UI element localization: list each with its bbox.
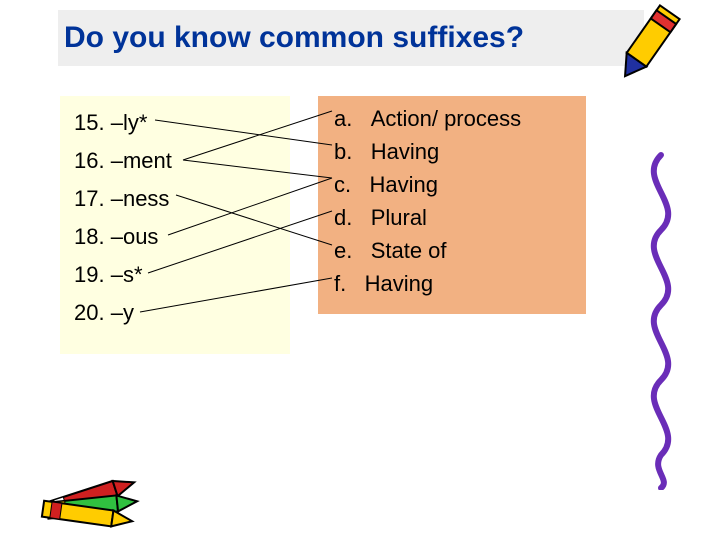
page-title: Do you know common suffixes? — [64, 21, 524, 55]
list-item: d. Plural — [328, 201, 572, 234]
list-item: e. State of — [328, 234, 572, 267]
crayons-icon — [36, 452, 186, 532]
list-item: 15. –ly* — [74, 104, 276, 142]
list-item: 17. –ness — [74, 180, 276, 218]
list-item: 20. –y — [74, 294, 276, 332]
list-item: c. Having — [328, 168, 572, 201]
list-item: f. Having — [328, 267, 572, 300]
title-bar: Do you know common suffixes? — [58, 10, 644, 66]
list-item: b. Having — [328, 135, 572, 168]
list-item: 19. –s* — [74, 256, 276, 294]
list-item: 16. –ment — [74, 142, 276, 180]
list-item: a. Action/ process — [328, 102, 572, 135]
definition-list-box: a. Action/ process b. Having c. Having d… — [318, 96, 586, 314]
squiggle-icon — [626, 150, 696, 490]
crayon-icon — [602, 0, 692, 100]
list-item: 18. –ous — [74, 218, 276, 256]
suffix-list-box: 15. –ly* 16. –ment 17. –ness 18. –ous 19… — [60, 96, 290, 354]
